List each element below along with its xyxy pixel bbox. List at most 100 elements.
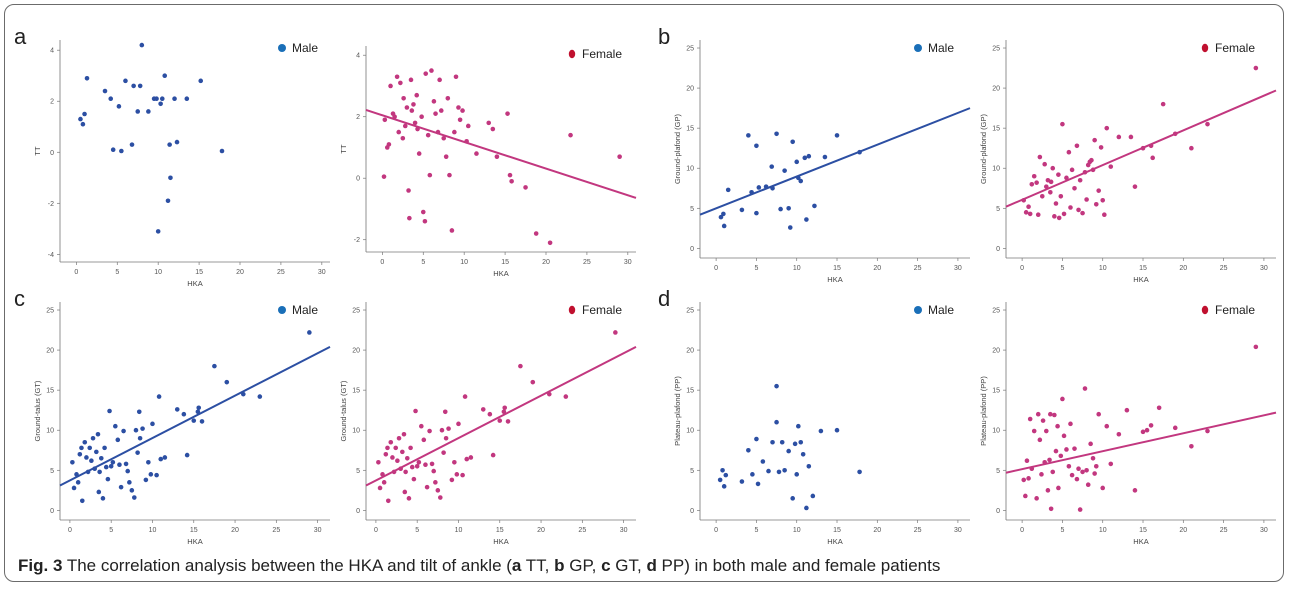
panel-a-male-legend-marker <box>278 44 286 52</box>
panel-d-female-y-tick-label: 5 <box>996 468 1000 475</box>
panel-d-female-y-tick-label: 25 <box>992 308 1000 315</box>
panel-a-male-point <box>116 104 122 109</box>
panel-d-male-legend-marker <box>914 306 922 314</box>
panel-a-female-point <box>453 74 459 80</box>
panel-c-female-point <box>383 451 389 457</box>
panel-a-female-point <box>533 231 539 236</box>
panel-c-female-x-axis-label: HKA <box>493 537 508 546</box>
panel-a-female-point <box>494 154 500 159</box>
panel-b-male-fit-line <box>699 107 971 216</box>
panel-b-female-point <box>1140 145 1146 151</box>
panel-b-male-x-tick-label: 25 <box>914 265 922 272</box>
panel-a-male-point <box>219 148 225 154</box>
panel-a-male-point <box>198 78 204 84</box>
panel-d-male-point <box>746 447 751 453</box>
panel-d-female-point <box>1108 461 1114 467</box>
panel-b-male-point <box>804 217 809 222</box>
panel-c-female-point <box>452 459 457 465</box>
caption-label: Fig. 3 <box>18 556 63 575</box>
panel-d-female-point <box>1172 425 1178 431</box>
panel-c-male-point <box>241 391 246 397</box>
panel-b-female-x-tick-label: 20 <box>1179 265 1187 272</box>
panel-c-female-point <box>468 455 474 460</box>
panel-c-female-point <box>501 409 507 415</box>
panel-a-female-point <box>402 123 408 129</box>
panel-d-female-point <box>1084 468 1089 473</box>
panel-c-female-point <box>464 456 470 462</box>
panel-b-female-point <box>1116 134 1122 140</box>
panel-b-female-point <box>1058 193 1064 199</box>
panel-d-male-point <box>782 468 787 473</box>
panel-c-female-point <box>424 484 430 490</box>
panel-b-male-y-tick-label: 10 <box>686 166 694 173</box>
panel-c-female-y-tick-label: 25 <box>352 308 360 315</box>
panel-c-male-point <box>100 496 106 501</box>
panel-d-male-y-axis-label: Plateau-plafond (PP) <box>673 376 682 446</box>
panel-c-female-point <box>480 407 486 412</box>
panel-a-female-point <box>425 132 431 138</box>
panel-c-male-point <box>84 455 89 460</box>
panel-b-female-point <box>1023 210 1029 215</box>
panel-b-female-point <box>1253 65 1259 71</box>
panel-d-female-point <box>1080 469 1085 475</box>
panel-b-male-point <box>756 185 762 190</box>
panel-d-female-point <box>1029 466 1035 472</box>
panel-a-male-point <box>184 96 190 101</box>
panel-b-male-point <box>790 139 795 145</box>
panel-d-male: 0 5 10 15 20 25 0 5 10 15 20 25 30 HKA Plateau-plafond… <box>673 302 970 546</box>
panel-d-female-point <box>1156 405 1162 411</box>
panel-d-female-point <box>1082 386 1088 391</box>
panel-c-female-point <box>408 445 413 451</box>
panel-c-male-point <box>123 461 129 467</box>
panel-a-female-point <box>404 105 410 110</box>
panel-b-female-point <box>1108 164 1114 169</box>
panel-c-male-point <box>98 455 104 461</box>
panel-a-male-legend-label: Male <box>292 41 318 55</box>
panel-c-female-point <box>502 405 508 411</box>
panel-c-female-point <box>433 480 438 485</box>
panel-b-male-point <box>834 133 840 138</box>
panel-b-male-point <box>769 164 775 169</box>
panel-b-female-point <box>1128 134 1134 140</box>
panel-c-female-point <box>391 469 397 475</box>
panel-b-female-point <box>1089 157 1094 163</box>
panel-d-female-point <box>1205 428 1210 434</box>
caption-text: The correlation analysis between the HKA… <box>62 556 512 575</box>
panel-d-female-point <box>1066 464 1072 469</box>
panel-c-female-point <box>439 427 445 433</box>
panel-b-female-point <box>1090 167 1096 173</box>
panel-c-female-point <box>396 435 402 441</box>
panel-a-male-point <box>110 147 116 153</box>
panel-d-female-point <box>1085 482 1091 488</box>
panel-a-male-x-tick-label: 25 <box>277 269 285 276</box>
panel-b-female-point <box>1052 214 1057 219</box>
panel-d-male-point <box>796 423 801 429</box>
panel-letter-d: d <box>658 286 670 311</box>
panel-b-female-point <box>1037 154 1043 160</box>
panel-d-female-fit-line <box>1005 411 1277 474</box>
panel-d-female-point <box>1024 458 1030 463</box>
panel-d-male-x-tick-label: 20 <box>873 527 881 534</box>
panel-c-male-point <box>103 464 109 470</box>
panel-b-female-x-tick-label: 5 <box>1060 265 1064 272</box>
panel-a-male-point <box>108 96 114 101</box>
panel-c-male-point <box>118 484 124 490</box>
panel-a-female-x-tick-label: 0 <box>380 259 384 266</box>
panel-c-male-point <box>105 476 111 482</box>
panel-a-female-point <box>386 142 392 147</box>
panel-b-female-point <box>1031 173 1037 179</box>
panel-c-male-y-tick-label: 0 <box>50 508 54 515</box>
panel-d-female-point <box>1090 455 1096 461</box>
panel-b-male-point <box>786 206 791 211</box>
panel-b-male-legend-label: Male <box>928 41 954 55</box>
panel-a-male-y-tick-label: -4 <box>48 252 54 259</box>
panel-d-male-y-tick-label: 5 <box>690 468 694 475</box>
panel-a-female-point <box>422 218 428 224</box>
panel-letter-c: c <box>14 286 25 311</box>
panel-c-male-point <box>146 459 151 465</box>
panel-a-female-point <box>457 117 463 123</box>
panel-c-female: 0 5 10 15 20 25 0 5 10 15 20 25 30 HKA Ground-talus (G… <box>339 302 637 546</box>
panel-d-female-x-tick-label: 10 <box>1099 527 1107 534</box>
panel-b-female-point <box>1027 211 1033 217</box>
panel-c-female-legend-label: Female <box>582 303 622 317</box>
